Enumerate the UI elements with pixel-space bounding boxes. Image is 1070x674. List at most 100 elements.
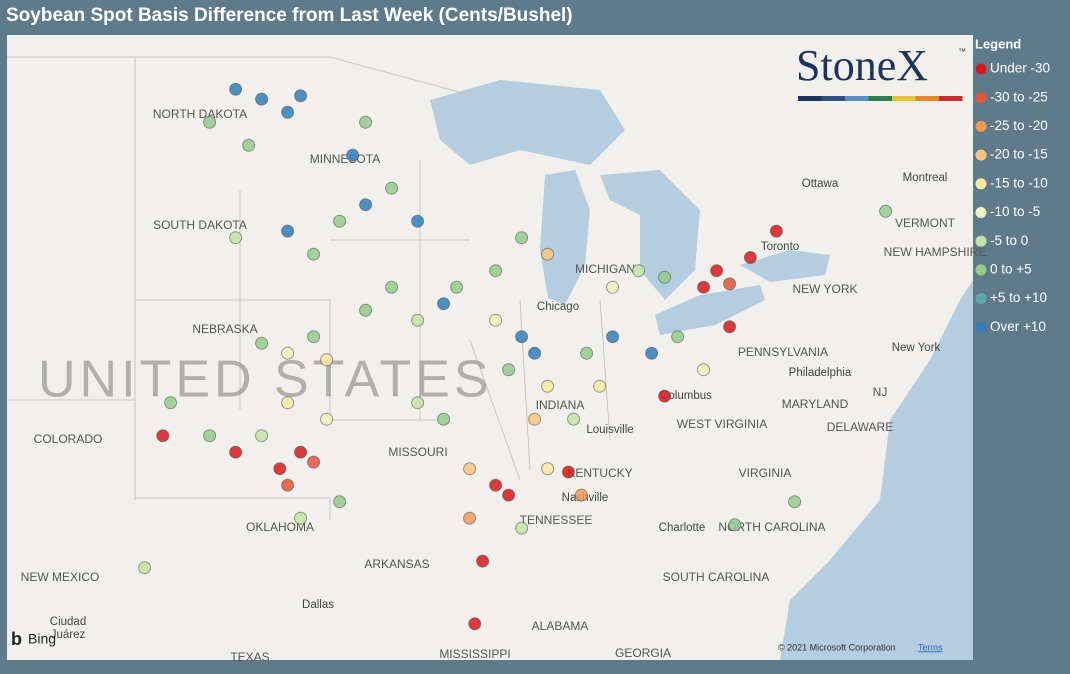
site-point	[463, 462, 477, 476]
city-label: Toronto	[761, 241, 799, 253]
stripe-segment	[821, 96, 845, 101]
state-label: WEST VIRGINIA	[677, 417, 767, 431]
city-label: Dallas	[302, 599, 334, 611]
site-point	[320, 412, 334, 426]
legend-label: -25 to -20	[990, 118, 1048, 133]
city-label: Montreal	[903, 172, 948, 184]
site-point	[359, 198, 373, 212]
state-label: MINNESOTA	[310, 152, 380, 166]
legend-label: 0 to +5	[990, 261, 1032, 276]
state-label: TENNESSEE	[520, 513, 593, 527]
site-point	[294, 445, 308, 459]
site-point	[502, 363, 516, 377]
site-point	[385, 280, 399, 294]
site-point	[476, 554, 490, 568]
site-point	[294, 89, 308, 103]
logo: StoneX ™	[796, 41, 966, 101]
site-point	[333, 495, 347, 509]
city-label: Louisville	[586, 424, 633, 436]
site-point	[255, 336, 269, 350]
country-label: UNITED STATES	[38, 351, 493, 409]
site-point	[294, 511, 308, 525]
state-label: PENNSYLVANIA	[738, 345, 828, 359]
site-point	[593, 379, 607, 393]
state-label: ALABAMA	[532, 619, 589, 633]
site-point	[561, 465, 575, 479]
site-point	[281, 478, 295, 492]
site-point	[574, 488, 588, 502]
state-label: VIRGINIA	[739, 466, 792, 480]
legend-label: Under -30	[990, 61, 1050, 76]
site-point	[385, 181, 399, 195]
site-point	[450, 280, 464, 294]
legend-swatch	[975, 293, 987, 305]
site-point	[515, 521, 529, 535]
city-label: Ottawa	[802, 178, 839, 190]
site-point	[281, 396, 295, 410]
site-point	[788, 495, 802, 509]
city-label: New York	[892, 342, 941, 354]
legend-label: -20 to -15	[990, 147, 1048, 162]
site-point	[203, 115, 217, 129]
site-point	[437, 297, 451, 311]
state-label: TEXAS	[230, 650, 269, 664]
site-point	[769, 224, 783, 238]
site-point	[281, 105, 295, 119]
state-label: GEORGIA	[615, 646, 671, 660]
site-point	[333, 214, 347, 228]
copyright: © 2021 Microsoft Corporation	[778, 642, 896, 652]
stripe-segment	[892, 96, 916, 101]
logo-stripe	[798, 96, 963, 101]
site-point	[359, 115, 373, 129]
legend-swatch	[975, 120, 987, 132]
legend-swatch	[975, 207, 987, 218]
site-point	[255, 92, 269, 106]
site-point	[203, 429, 217, 443]
state-label: NEW MEXICO	[21, 570, 100, 584]
logo-text: StoneX	[796, 41, 928, 90]
site-point	[307, 455, 321, 469]
site-point	[632, 264, 646, 278]
state-label: NEBRASKA	[192, 322, 257, 336]
site-point	[489, 313, 503, 327]
bing-icon: b	[11, 629, 22, 649]
site-point	[138, 561, 152, 575]
site-point	[697, 280, 711, 294]
legend: Under -30 -30 to -25 -25 to -20 -20 to -15 -…	[975, 61, 1050, 334]
legend-swatch	[975, 321, 987, 333]
city-label: Charlotte	[659, 522, 706, 534]
site-point	[359, 303, 373, 317]
state-label: SOUTH CAROLINA	[663, 570, 770, 584]
legend-swatch	[975, 235, 987, 247]
city-label: Ciudad	[50, 616, 86, 628]
terms-link[interactable]: Terms	[918, 642, 943, 652]
state-label: NJ	[873, 385, 888, 399]
state-lines	[7, 57, 611, 520]
site-point	[567, 412, 581, 426]
city-label: Chicago	[537, 301, 579, 313]
lake-erie	[655, 285, 765, 335]
site-point	[307, 330, 321, 344]
site-point	[728, 518, 742, 532]
legend-label: -10 to -5	[990, 204, 1040, 219]
site-point	[723, 320, 737, 334]
site-point	[658, 270, 672, 284]
state-label: MISSOURI	[388, 445, 447, 459]
atlantic	[780, 35, 973, 660]
site-point	[281, 224, 295, 238]
site-point	[671, 330, 685, 344]
site-point	[723, 277, 737, 291]
state-label: DELAWARE	[827, 420, 893, 434]
site-point	[541, 247, 555, 261]
water	[430, 35, 973, 660]
legend-swatch	[975, 264, 987, 276]
site-point	[502, 488, 516, 502]
site-point	[580, 346, 594, 360]
state-label: MARYLAND	[782, 397, 849, 411]
site-point	[229, 445, 243, 459]
site-point	[645, 346, 659, 360]
border-canada	[7, 56, 471, 96]
site-point	[463, 511, 477, 525]
